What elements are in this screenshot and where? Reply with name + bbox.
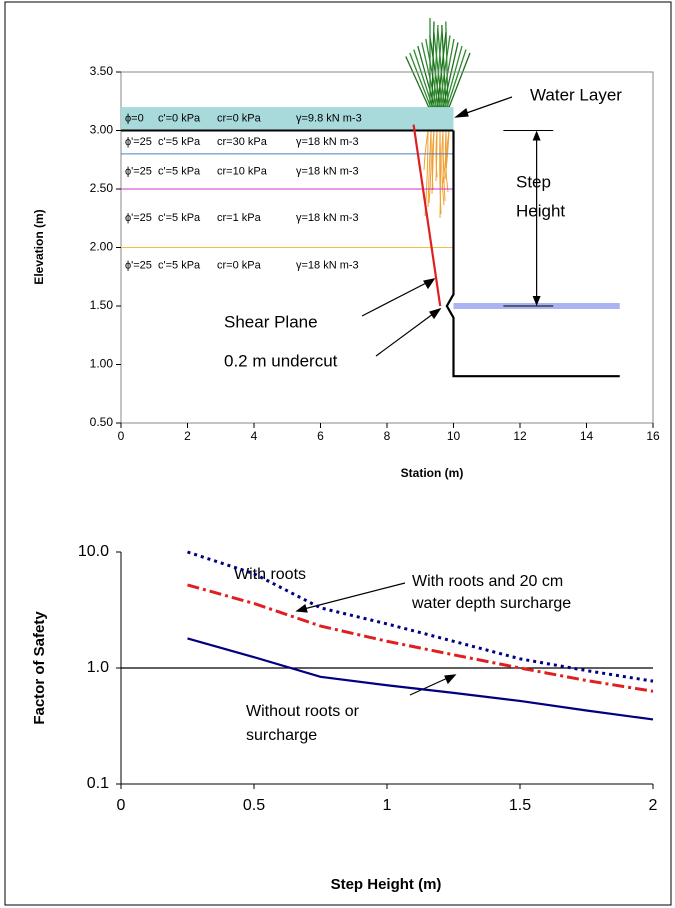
annotation: surcharge <box>246 727 317 744</box>
layer-label: ϕ'=25 <box>125 212 152 224</box>
y-tick-label: 0.50 <box>90 415 114 429</box>
x-tick-label: 6 <box>317 429 324 443</box>
y-tick-label: 1.0 <box>87 659 109 676</box>
y-tick-label: 0.1 <box>87 775 109 792</box>
frame <box>4 1 672 906</box>
x-tick-label: 1 <box>383 797 392 814</box>
arrowhead <box>429 307 442 320</box>
x-tick-label: 4 <box>251 429 258 443</box>
layer-label: ϕ=0 <box>125 113 144 125</box>
layer-label: γ=18 kN m-3 <box>296 165 359 177</box>
x-tick-label: 8 <box>384 429 391 443</box>
y-axis-label: Factor of Safety <box>31 611 48 725</box>
grass-blade <box>443 45 463 111</box>
root <box>441 130 447 189</box>
annotation-arrows <box>295 96 513 696</box>
layer-label: c'=5 kPa <box>158 212 201 224</box>
layer-label: ϕ'=25 <box>125 136 152 148</box>
layer-label: ϕ'=25 <box>125 259 152 271</box>
grass-blade <box>447 52 471 111</box>
x-tick-label: 0 <box>118 429 125 443</box>
layer-label: γ=9.8 kN m-3 <box>296 113 362 125</box>
grass-blade <box>440 38 455 111</box>
layer-label: cr=30 kPa <box>217 136 268 148</box>
annotation: With roots <box>234 566 306 583</box>
x-tick-label: 12 <box>513 429 527 443</box>
y-tick-label: 1.50 <box>90 298 114 312</box>
y-axis-label: Elevation (m) <box>32 209 46 284</box>
series-line <box>187 583 654 693</box>
arrowhead <box>532 296 541 306</box>
root <box>442 130 446 202</box>
y-tick-label: 3.50 <box>90 64 114 78</box>
y-tick-label: 3.00 <box>90 123 114 137</box>
layer-label: γ=18 kN m-3 <box>296 212 359 224</box>
annotation: Height <box>516 201 565 220</box>
arrowhead <box>532 130 541 141</box>
x-tick-label: 14 <box>580 429 594 443</box>
x-axis-label: Station (m) <box>401 466 464 480</box>
layer-label: cr=1 kPa <box>217 212 262 224</box>
annotation: Shear Plane <box>224 312 318 331</box>
grass-blade <box>409 52 433 111</box>
root <box>428 130 432 204</box>
grass-blade <box>432 24 439 111</box>
series-line <box>187 550 654 683</box>
grass-blade <box>431 21 435 111</box>
annotation: Without roots or <box>246 703 360 720</box>
layer-label: c'=5 kPa <box>158 259 201 271</box>
layer-label: cr=10 kPa <box>217 165 268 177</box>
grass-blade <box>436 31 447 111</box>
series-line <box>187 637 654 721</box>
bank-profile <box>445 130 620 378</box>
x-tick-label: 0.5 <box>243 797 265 814</box>
shear-plane <box>412 124 442 307</box>
water-layer <box>121 107 454 131</box>
y-tick-label: 10.0 <box>78 543 109 560</box>
grass-blade <box>438 35 451 111</box>
layer-label: γ=18 kN m-3 <box>296 259 359 271</box>
y-tick-label: 2.50 <box>90 181 114 195</box>
arrow <box>375 310 438 357</box>
x-tick-label: 2 <box>649 797 658 814</box>
grass-blade <box>445 49 467 111</box>
root <box>439 130 442 215</box>
annotation: 0.2 m undercut <box>224 351 338 370</box>
annotation: Step <box>516 172 551 191</box>
x-tick-label: 2 <box>184 429 191 443</box>
x-tick-label: 1.5 <box>509 797 531 814</box>
layer-label: ϕ'=25 <box>125 165 152 177</box>
layer-label: c'=0 kPa <box>158 113 201 125</box>
annotation: water depth surcharge <box>411 595 571 612</box>
y-tick-label: 2.00 <box>90 240 114 254</box>
arrowhead <box>454 107 469 118</box>
x-tick-label: 10 <box>447 429 461 443</box>
layer-label: cr=0 kPa <box>217 259 262 271</box>
grass-blade <box>441 42 459 111</box>
annotation: With roots and 20 cm <box>412 573 563 590</box>
root <box>427 130 432 208</box>
arrowhead <box>295 603 308 613</box>
y-tick-label: 1.00 <box>90 357 114 371</box>
layer-label: cr=0 kPa <box>217 113 262 125</box>
x-tick-label: 16 <box>646 429 660 443</box>
grass-blade <box>405 56 431 111</box>
layer-label: c'=5 kPa <box>158 136 201 148</box>
arrow <box>361 279 433 317</box>
layer-label: γ=18 kN m-3 <box>296 136 359 148</box>
arrow <box>409 675 453 696</box>
grass-blade <box>434 28 443 111</box>
root <box>445 130 450 176</box>
annotation: Water Layer <box>530 85 622 104</box>
root <box>441 130 445 206</box>
arrowhead <box>444 674 457 685</box>
arrowhead <box>423 278 436 290</box>
x-axis-label: Step Height (m) <box>331 876 442 893</box>
root <box>431 130 435 191</box>
x-tick-label: 0 <box>117 797 126 814</box>
layer-label: c'=5 kPa <box>158 165 201 177</box>
